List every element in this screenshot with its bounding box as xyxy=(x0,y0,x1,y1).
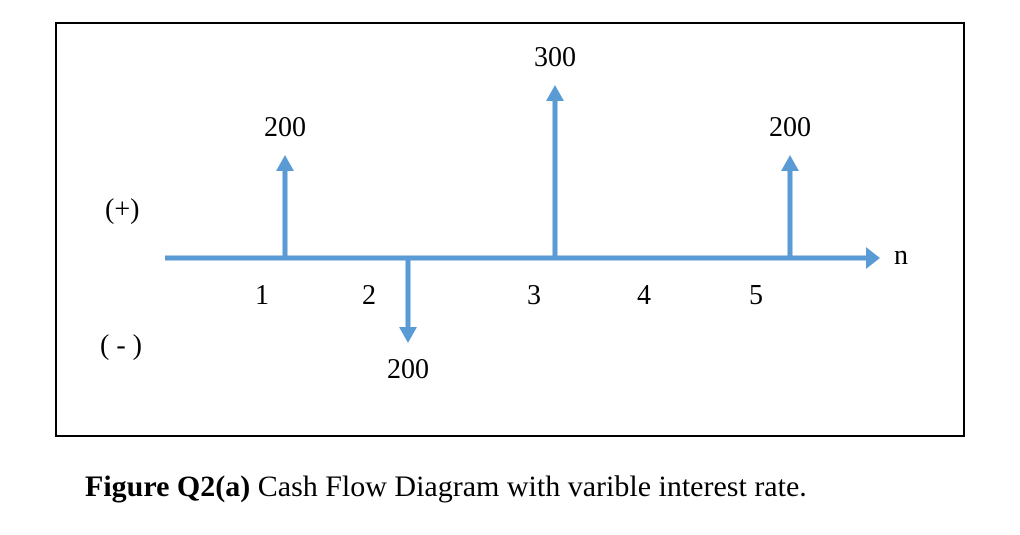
period-label: 1 xyxy=(255,282,269,310)
period-label: 4 xyxy=(637,282,651,310)
diagram-svg xyxy=(0,0,1020,535)
period-label: 3 xyxy=(527,282,541,310)
page: { "figure": { "type": "cash-flow-diagram… xyxy=(0,0,1020,535)
caption-text: Cash Flow Diagram with varible interest … xyxy=(258,470,807,503)
plus-sign-label: (+) xyxy=(105,196,139,224)
cashflow-value: 200 xyxy=(264,114,306,142)
period-label: 5 xyxy=(749,282,763,310)
timeline-end-label: n xyxy=(894,242,908,270)
figure-caption: Figure Q2(a) Cash Flow Diagram with vari… xyxy=(85,470,807,504)
cashflow-value: 300 xyxy=(534,44,576,72)
cashflow-value: 200 xyxy=(387,356,429,384)
caption-prefix: Figure Q2(a) xyxy=(85,470,258,503)
minus-sign-label: ( - ) xyxy=(100,332,142,360)
period-label: 2 xyxy=(362,282,376,310)
cashflow-value: 200 xyxy=(769,114,811,142)
